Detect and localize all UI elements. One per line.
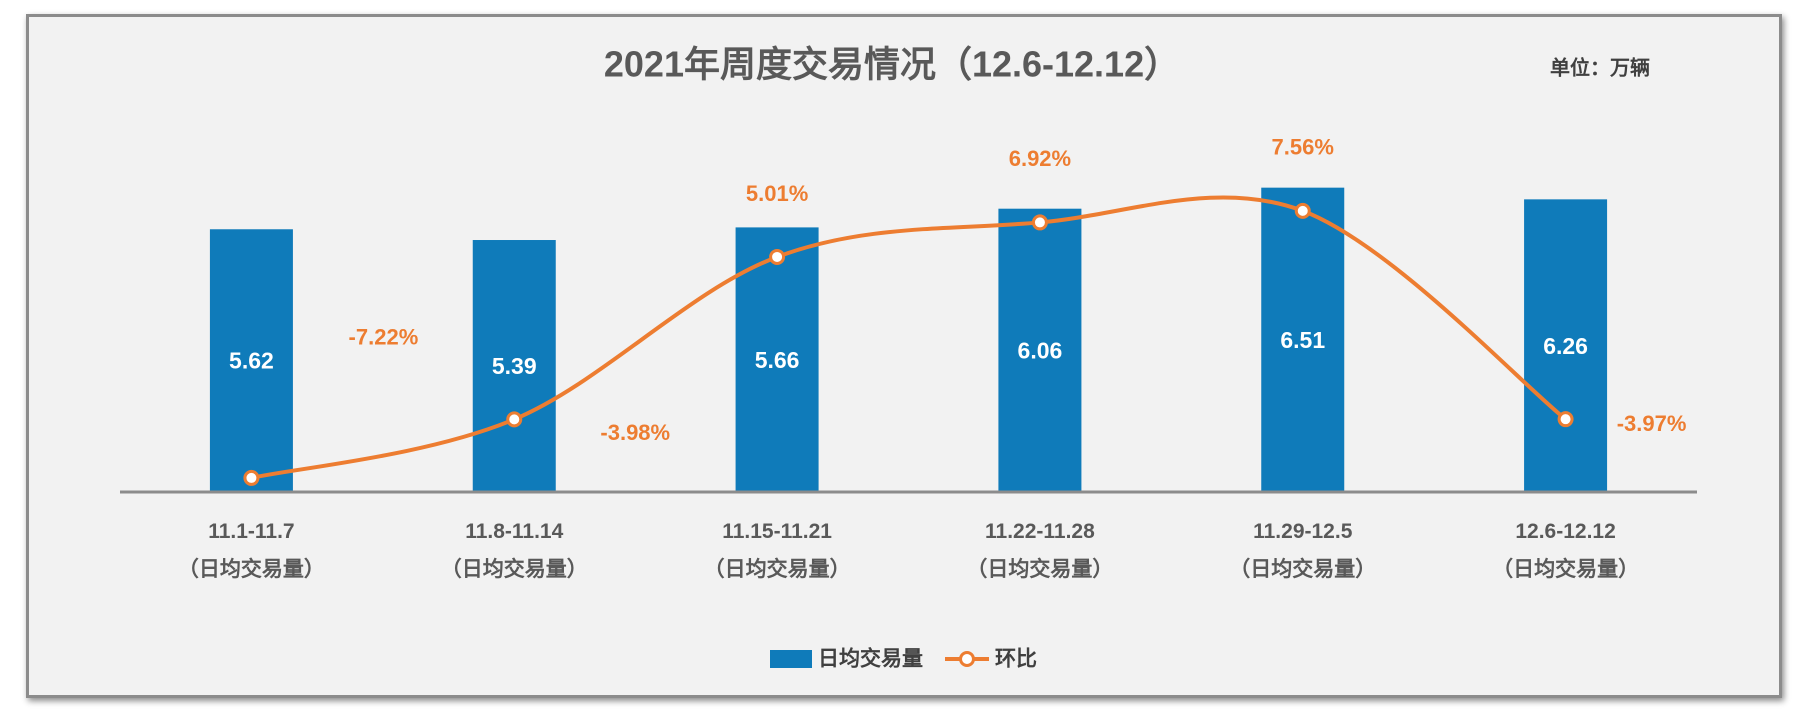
line-value-label: 7.56% (1272, 135, 1334, 160)
legend-swatch (959, 651, 975, 667)
unit-label: 单位：万辆 (1550, 55, 1650, 79)
line-value-label: -3.97% (1617, 411, 1687, 436)
line (250, 195, 1567, 480)
bar-value-label: 6.06 (1018, 337, 1063, 363)
bar (735, 227, 819, 492)
line-point (1031, 214, 1048, 231)
line-point (506, 411, 523, 428)
line-value-label: 6.92% (1009, 146, 1071, 171)
line-point (1557, 411, 1574, 428)
legend-label: 日均交易量 (818, 647, 923, 671)
bar (998, 208, 1082, 492)
chart-panel (26, 14, 1782, 698)
legend-label: 环比 (995, 648, 1037, 671)
bar-value-label: 5.39 (492, 353, 537, 379)
bar (1261, 187, 1345, 492)
line-point (243, 469, 260, 486)
x-tick-label: 11.8-11.14 （日均交易量） (440, 520, 588, 581)
bar-value-label: 5.62 (229, 348, 274, 374)
x-tick-label: 11.22-11.28 （日均交易量） (966, 520, 1114, 581)
x-tick-label: 11.15-11.21 （日均交易量） (703, 520, 851, 581)
chart-title: 2021年周度交易情况（12.6-12.12） (604, 44, 1180, 85)
line-value-label: -3.98% (600, 420, 670, 445)
x-tick-label: 11.1-11.7 （日均交易量） (177, 520, 325, 581)
line-value-label: -7.22% (349, 325, 419, 350)
line-point (769, 248, 786, 265)
line-point (1294, 202, 1311, 219)
x-tick-label: 11.29-12.5 （日均交易量） (1229, 520, 1377, 581)
legend-swatch (770, 650, 812, 668)
bar (209, 229, 293, 492)
bar-value-label: 6.26 (1543, 333, 1588, 359)
line-value-label: 5.01% (746, 181, 808, 206)
bar (472, 240, 556, 492)
x-tick-label: 12.6-12.12 （日均交易量） (1492, 520, 1640, 581)
bar-value-label: 6.51 (1280, 327, 1325, 353)
bar-value-label: 5.66 (755, 347, 800, 373)
bar (1524, 199, 1608, 492)
